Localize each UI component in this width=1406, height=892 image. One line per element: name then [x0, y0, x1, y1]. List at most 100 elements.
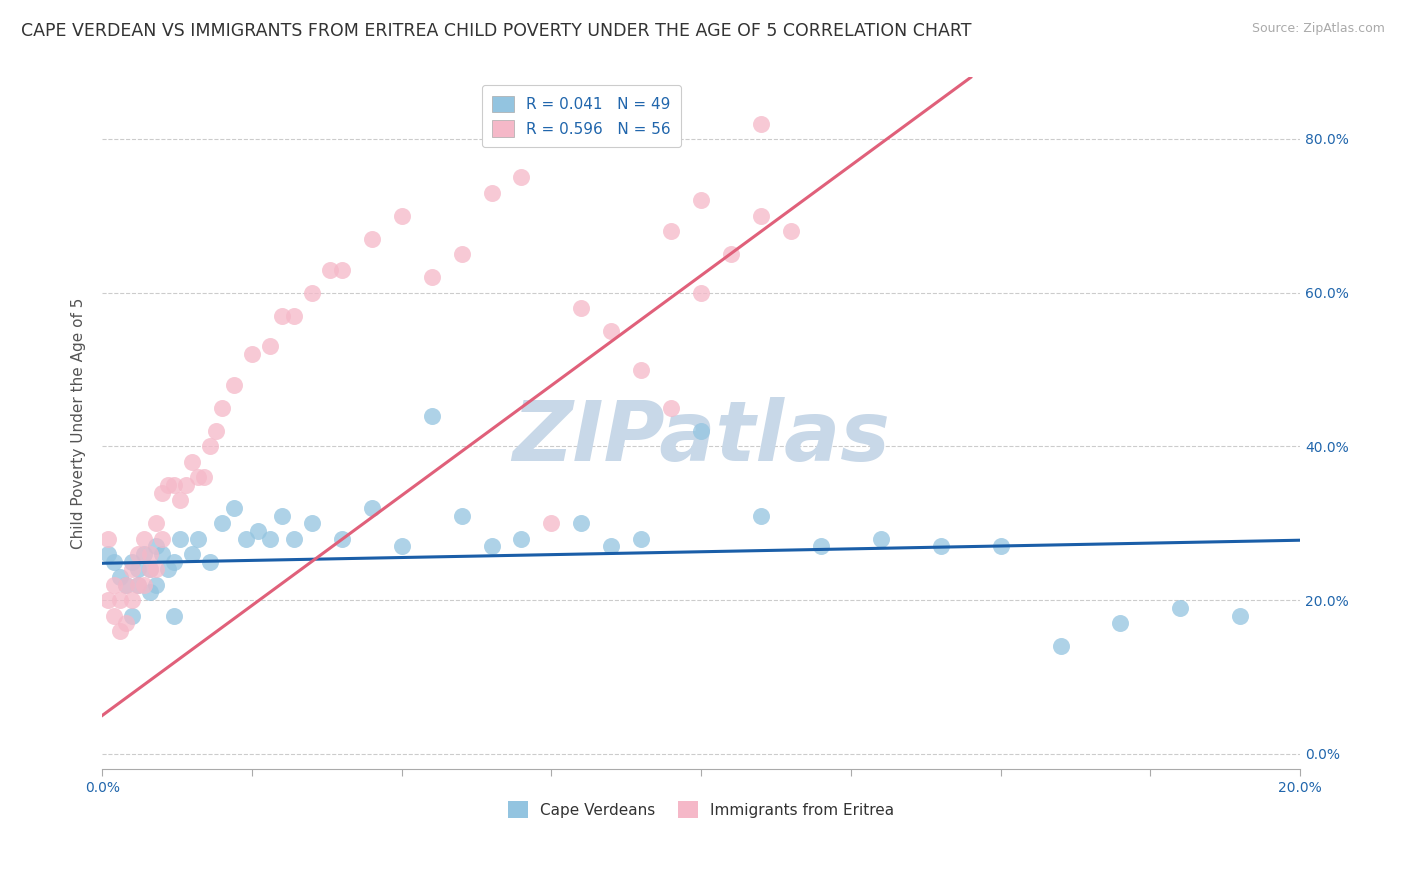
Point [690, 424, 713, 438]
Point [330, 262, 353, 277]
Point [163, 608, 186, 623]
Text: Source: ZipAtlas.com: Source: ZipAtlas.com [1251, 22, 1385, 36]
Point [134, 532, 156, 546]
Point [630, 362, 652, 376]
Point [600, 324, 623, 338]
Point [145, 562, 167, 576]
Point [145, 540, 167, 554]
Point [749, 209, 772, 223]
Point [198, 555, 221, 569]
Point [1168, 600, 1191, 615]
Point [134, 578, 156, 592]
Point [187, 532, 209, 546]
Point [270, 309, 292, 323]
Point [360, 500, 382, 515]
Point [360, 232, 382, 246]
Point [127, 578, 149, 592]
Point [749, 117, 772, 131]
Point [659, 401, 682, 415]
Point [690, 194, 713, 208]
Point [139, 585, 162, 599]
Point [810, 540, 832, 554]
Point [510, 532, 533, 546]
Point [127, 547, 149, 561]
Point [97, 547, 120, 561]
Point [283, 532, 305, 546]
Point [187, 470, 209, 484]
Point [139, 562, 162, 576]
Point [481, 186, 503, 200]
Point [301, 285, 323, 300]
Text: ZIPatlas: ZIPatlas [512, 397, 890, 478]
Point [1229, 608, 1251, 623]
Point [235, 532, 257, 546]
Point [222, 500, 245, 515]
Point [97, 532, 120, 546]
Point [569, 516, 592, 531]
Point [391, 209, 413, 223]
Point [145, 578, 167, 592]
Point [163, 478, 186, 492]
Point [108, 570, 131, 584]
Point [270, 508, 292, 523]
Point [540, 516, 562, 531]
Point [127, 562, 149, 576]
Point [450, 247, 472, 261]
Point [169, 532, 191, 546]
Point [193, 470, 215, 484]
Point [121, 562, 143, 576]
Point [115, 578, 138, 592]
Point [420, 409, 443, 423]
Point [134, 547, 156, 561]
Point [600, 540, 623, 554]
Point [108, 624, 131, 638]
Point [121, 608, 143, 623]
Point [929, 540, 952, 554]
Point [240, 347, 263, 361]
Point [150, 547, 173, 561]
Point [780, 224, 803, 238]
Point [301, 516, 323, 531]
Point [749, 508, 772, 523]
Point [198, 439, 221, 453]
Point [211, 516, 233, 531]
Point [211, 401, 233, 415]
Point [169, 493, 191, 508]
Point [481, 540, 503, 554]
Point [145, 516, 167, 531]
Point [450, 508, 472, 523]
Point [222, 378, 245, 392]
Point [150, 485, 173, 500]
Legend: Cape Verdeans, Immigrants from Eritrea: Cape Verdeans, Immigrants from Eritrea [502, 795, 900, 824]
Point [97, 593, 120, 607]
Point [259, 532, 281, 546]
Point [174, 478, 197, 492]
Point [690, 285, 713, 300]
Point [283, 309, 305, 323]
Point [720, 247, 742, 261]
Point [1109, 616, 1132, 631]
Point [121, 555, 143, 569]
Point [569, 301, 592, 315]
Point [103, 608, 125, 623]
Point [157, 478, 180, 492]
Point [510, 170, 533, 185]
Point [127, 578, 149, 592]
Point [150, 532, 173, 546]
Point [115, 578, 138, 592]
Text: CAPE VERDEAN VS IMMIGRANTS FROM ERITREA CHILD POVERTY UNDER THE AGE OF 5 CORRELA: CAPE VERDEAN VS IMMIGRANTS FROM ERITREA … [21, 22, 972, 40]
Point [1049, 640, 1071, 654]
Point [420, 270, 443, 285]
Point [181, 455, 204, 469]
Point [630, 532, 652, 546]
Point [108, 593, 131, 607]
Point [259, 339, 281, 353]
Point [121, 593, 143, 607]
Point [139, 562, 162, 576]
Point [103, 578, 125, 592]
Point [115, 616, 138, 631]
Point [139, 547, 162, 561]
Point [205, 424, 228, 438]
Point [391, 540, 413, 554]
Point [319, 262, 342, 277]
